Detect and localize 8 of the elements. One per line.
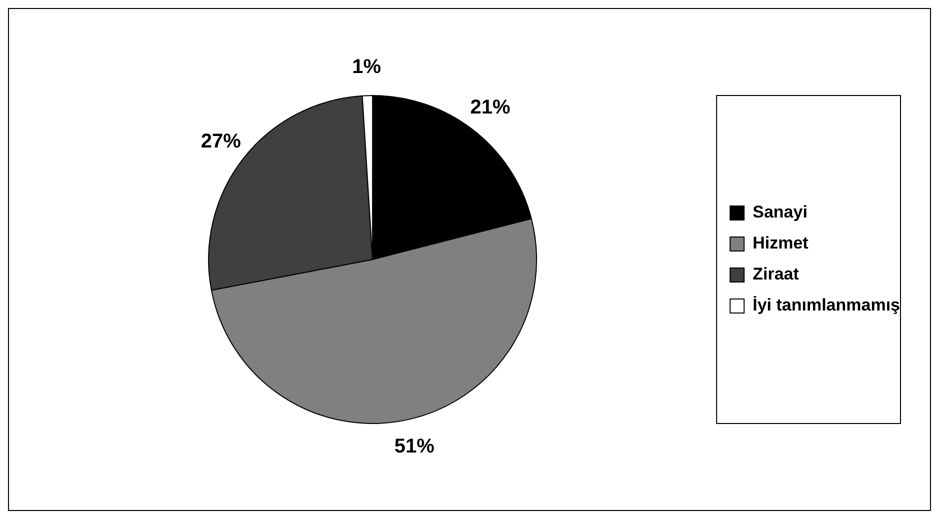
legend-label: İyi tanımlanmamış bbox=[752, 296, 900, 315]
data-label: 27% bbox=[200, 130, 242, 152]
legend-label: Sanayi bbox=[752, 202, 808, 222]
data-label: 51% bbox=[394, 435, 435, 458]
data-label: 1% bbox=[352, 56, 382, 78]
legend-label: Ziraat bbox=[752, 264, 800, 284]
legend-label: Hizmet bbox=[752, 234, 809, 253]
data-label: 21% bbox=[470, 96, 510, 118]
